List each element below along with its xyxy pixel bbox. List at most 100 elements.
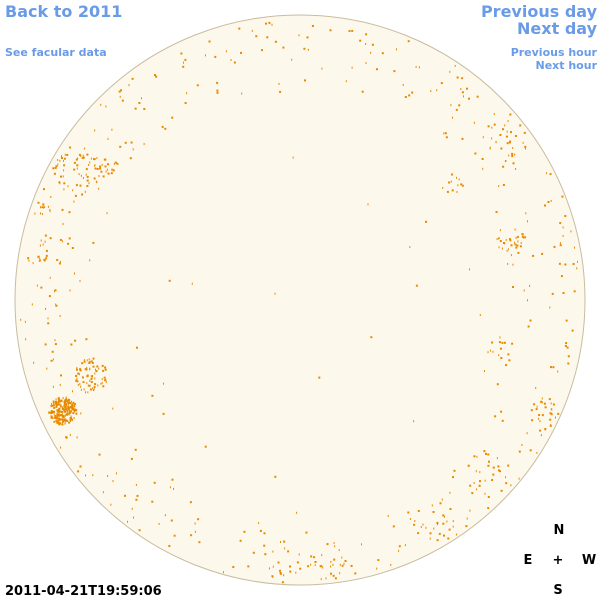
facula [88, 384, 91, 387]
facula [57, 414, 59, 417]
facula [272, 550, 274, 553]
facula [93, 389, 94, 392]
next-day-link[interactable]: Next day [517, 19, 598, 38]
facula [44, 343, 47, 346]
facula [55, 165, 58, 168]
facula [547, 201, 550, 203]
facula [503, 341, 506, 344]
facula [88, 358, 90, 361]
next-hour-link[interactable]: Next hour [536, 59, 598, 72]
facula [57, 159, 59, 161]
facula [524, 236, 527, 239]
facula [392, 525, 395, 528]
facula [67, 410, 69, 413]
facula [94, 377, 96, 380]
facula [550, 199, 552, 202]
facula [482, 167, 484, 170]
facula [252, 551, 255, 554]
facula [47, 322, 50, 325]
facula [523, 289, 525, 292]
facula [518, 477, 520, 480]
facula [143, 108, 146, 110]
facula [240, 51, 242, 54]
facula [532, 254, 535, 257]
facula [73, 417, 75, 419]
facula [310, 555, 313, 558]
previous-day-link[interactable]: Previous day [481, 2, 598, 21]
facula [489, 146, 491, 149]
facula [74, 339, 77, 342]
facula [515, 246, 518, 249]
facula [116, 472, 117, 475]
facula [54, 402, 56, 405]
facula [279, 572, 282, 575]
facula [461, 137, 464, 140]
facula [325, 577, 327, 580]
facula [527, 325, 530, 328]
facula [90, 377, 93, 380]
facula [501, 341, 504, 344]
facula [61, 411, 64, 413]
facula [67, 408, 69, 410]
facula [512, 286, 514, 288]
facula [523, 131, 526, 134]
facula [321, 554, 323, 557]
facula [83, 359, 85, 362]
facula [58, 403, 60, 406]
facula [520, 242, 522, 244]
facula [438, 532, 441, 535]
facula [538, 417, 540, 420]
facula [415, 65, 417, 68]
facula [61, 423, 64, 426]
facula [100, 170, 103, 173]
facula [552, 366, 555, 369]
facula [62, 418, 64, 421]
facula [510, 131, 512, 134]
facula [437, 523, 438, 526]
facula [514, 153, 516, 156]
facula [516, 235, 519, 238]
facula [326, 543, 329, 546]
facula [130, 457, 133, 460]
facula [63, 414, 65, 417]
facula [475, 470, 477, 473]
facula [456, 533, 458, 536]
back-link[interactable]: Back to 2011 [5, 2, 122, 21]
facula [408, 94, 411, 97]
facula [469, 484, 472, 487]
facula [524, 145, 527, 148]
facula [232, 566, 235, 568]
facula [466, 517, 468, 520]
facula [570, 230, 572, 233]
facula [413, 420, 415, 423]
facula [320, 578, 322, 581]
facula [451, 189, 454, 192]
facula [84, 147, 86, 150]
facula [241, 92, 243, 95]
facula [64, 414, 66, 417]
facular-link[interactable]: See facular data [5, 46, 107, 59]
solar-disk [14, 14, 586, 586]
facula [54, 415, 56, 418]
facula [431, 504, 433, 507]
facula [94, 383, 97, 386]
facula [508, 154, 510, 157]
facula [515, 168, 517, 170]
facula [99, 167, 102, 170]
facula [47, 317, 49, 320]
facula [487, 453, 490, 456]
facula [491, 137, 493, 140]
facula [118, 90, 121, 93]
facula [576, 267, 578, 270]
previous-hour-link[interactable]: Previous hour [511, 46, 598, 59]
facula [263, 544, 266, 547]
facula [484, 492, 486, 495]
facula [138, 529, 141, 532]
facula [93, 158, 95, 161]
facula [52, 358, 54, 361]
facula [40, 212, 41, 215]
facula [72, 412, 75, 415]
facula [55, 419, 58, 422]
facula [59, 405, 62, 408]
facula [567, 355, 570, 358]
